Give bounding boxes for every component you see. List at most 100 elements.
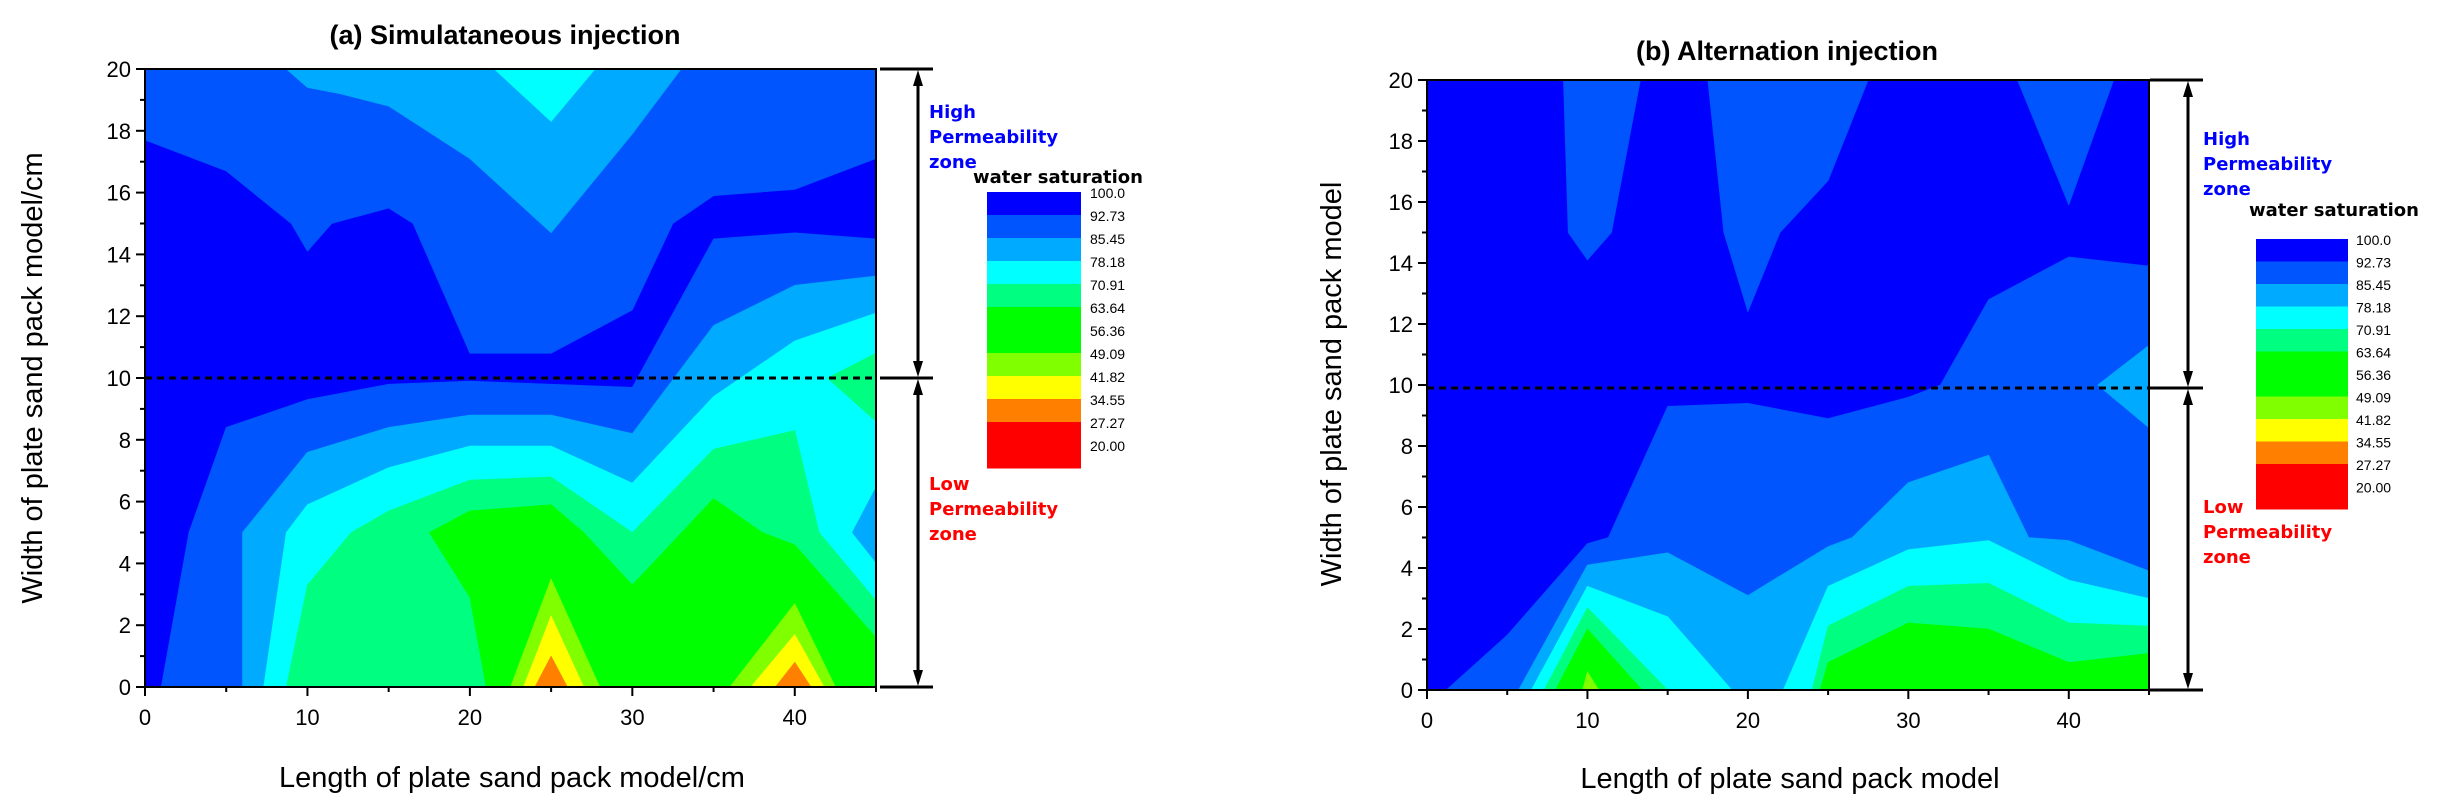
y-tick-label: 16	[107, 181, 131, 206]
legend-title: water saturation	[973, 167, 1143, 188]
x-tick-label: 30	[1896, 708, 1920, 733]
legend-level-label: 27.27	[1090, 415, 1125, 431]
panel-b-x-axis-label: Length of plate sand pack model	[1580, 763, 1999, 795]
panel-a-simultaneous-injection: (a) Simulataneous injection Length of pl…	[17, 20, 1143, 794]
legend-swatch	[2256, 239, 2348, 262]
low-zone-double-arrow-icon-head-up	[2183, 389, 2193, 406]
legend-swatch	[2256, 486, 2348, 510]
contour-region-below-92.73	[144, 68, 877, 354]
y-tick-label: 14	[107, 242, 131, 267]
legend-level-label: 49.09	[1090, 346, 1125, 362]
legend-level-label: 100.0	[1090, 185, 1125, 201]
low-permeability-zone-label: zone	[929, 524, 977, 545]
y-tick-label: 20	[1389, 68, 1413, 93]
y-tick-label: 16	[1389, 190, 1413, 215]
x-tick-label: 10	[295, 705, 319, 730]
low-zone-double-arrow-icon-head-down	[2183, 673, 2193, 689]
legend-swatch	[987, 353, 1081, 377]
legend-level-label: 41.82	[1090, 369, 1125, 385]
y-tick-label: 6	[119, 490, 131, 515]
low-zone-double-arrow-icon-head-down	[913, 670, 923, 686]
high-permeability-zone-label: High	[2203, 129, 2250, 150]
legend-level-label: 49.09	[2356, 390, 2391, 406]
contour-plot-area	[1427, 79, 2150, 691]
legend-level-label: 34.55	[2356, 435, 2391, 451]
legend-level-label: 85.45	[1090, 231, 1125, 247]
legend-level-label: 92.73	[2356, 255, 2391, 271]
legend-swatch	[987, 376, 1081, 400]
legend-swatch	[987, 422, 1081, 446]
high-zone-double-arrow-icon-head-down	[913, 361, 923, 377]
legend-level-label: 78.18	[2356, 300, 2391, 316]
legend-swatch	[987, 307, 1081, 331]
legend-swatch	[2256, 419, 2348, 442]
legend-swatch	[987, 445, 1081, 469]
legend-level-label: 34.55	[1090, 392, 1125, 408]
legend-swatch	[2256, 351, 2348, 375]
y-tick-label: 2	[119, 613, 131, 638]
legend-swatch	[987, 192, 1081, 216]
color-scale-legend: water saturation100.092.7385.4578.1870.9…	[973, 167, 1143, 469]
y-tick-label: 10	[107, 366, 131, 391]
high-permeability-zone-label: zone	[2203, 179, 2251, 200]
x-tick-label: 40	[783, 705, 807, 730]
legend-level-label: 70.91	[1090, 277, 1125, 293]
panel-a-x-axis-label: Length of plate sand pack model/cm	[279, 762, 745, 794]
low-zone-double-arrow-icon-head-up	[913, 379, 923, 395]
high-zone-double-arrow-icon-head-up	[913, 70, 923, 86]
legend-swatch	[2256, 464, 2348, 487]
y-tick-label: 4	[1401, 556, 1413, 581]
x-tick-label: 10	[1575, 708, 1599, 733]
legend-swatch	[2256, 306, 2348, 330]
legend-swatch	[987, 238, 1081, 262]
high-zone-double-arrow-icon-head-up	[2183, 81, 2193, 97]
legend-swatch	[2256, 441, 2348, 465]
x-tick-label: 0	[1421, 708, 1433, 733]
legend-level-label: 56.36	[2356, 367, 2391, 383]
color-scale-legend: water saturation 100.0 92.73 85.45 78.18 70.9…	[2249, 200, 2419, 510]
legend-level-label: 20.00	[2356, 480, 2391, 496]
y-tick-label: 2	[1401, 617, 1413, 642]
legend-swatch	[2256, 284, 2348, 307]
x-tick-label: 0	[139, 705, 151, 730]
contour-plot-area	[144, 68, 877, 688]
panel-b-alternation-injection: (b) Alternation injection Length of plat…	[1316, 36, 2419, 795]
y-tick-label: 20	[107, 57, 131, 82]
y-tick-label: 8	[119, 428, 131, 453]
legend-level-label: 41.82	[2356, 412, 2391, 428]
legend-level-label: 70.91	[2356, 322, 2391, 338]
legend-level-label: 100.0	[2356, 232, 2391, 248]
legend-title: water saturation	[2249, 200, 2419, 221]
legend-swatch	[2256, 329, 2348, 352]
y-tick-label: 8	[1401, 434, 1413, 459]
legend-swatch	[987, 330, 1081, 354]
y-tick-label: 6	[1401, 495, 1413, 520]
low-permeability-zone-label: Permeability	[929, 499, 1058, 520]
panel-a-y-axis-label: Width of plate sand pack model/cm	[17, 152, 49, 603]
legend-swatch	[987, 399, 1081, 423]
legend-swatch	[987, 284, 1081, 308]
high-permeability-zone-label: Permeability	[2203, 154, 2332, 175]
high-permeability-zone-label: Permeability	[929, 127, 1058, 148]
low-permeability-zone-label: Permeability	[2203, 522, 2332, 543]
x-tick-label: 20	[1736, 708, 1760, 733]
y-tick-label: 0	[119, 675, 131, 700]
legend-level-label: 78.18	[1090, 254, 1125, 270]
y-tick-label: 4	[119, 551, 131, 576]
x-tick-label: 40	[2057, 708, 2081, 733]
legend-level-label: 63.64	[2356, 345, 2391, 361]
y-tick-label: 12	[107, 304, 131, 329]
y-tick-label: 12	[1389, 312, 1413, 337]
legend-swatch	[2256, 396, 2348, 420]
panel-b-title: (b) Alternation injection	[1636, 36, 1938, 66]
legend-level-label: 85.45	[2356, 277, 2391, 293]
y-tick-label: 18	[107, 119, 131, 144]
low-permeability-zone-label: zone	[2203, 547, 2251, 568]
x-tick-label: 20	[458, 705, 482, 730]
legend-swatch	[987, 261, 1081, 285]
low-permeability-zone-label: Low	[2203, 497, 2243, 518]
contour-region-below-85.45	[285, 68, 682, 234]
legend-level-label: 56.36	[1090, 323, 1125, 339]
legend-swatch	[2256, 261, 2348, 285]
